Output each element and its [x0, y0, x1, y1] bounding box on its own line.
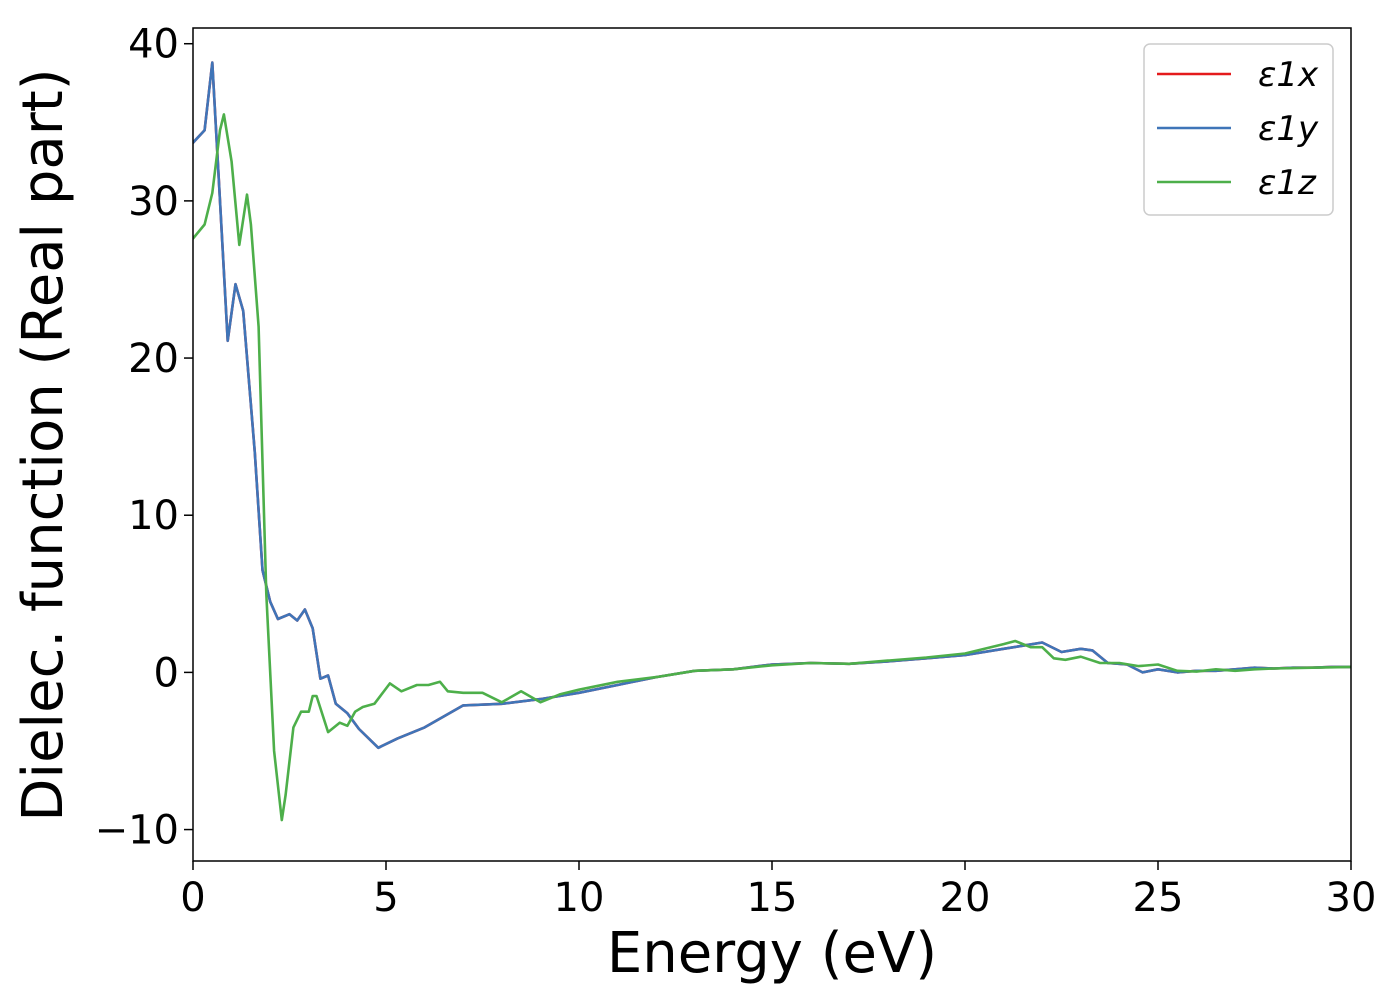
x-tick-label: 15	[747, 875, 798, 921]
x-tick-label: 20	[940, 875, 991, 921]
x-axis-ticks: 0 5 10 15 20 25 30	[180, 861, 1376, 921]
y-axis-ticks: −10 0 10 20 30 40	[95, 22, 193, 854]
x-axis-label: Energy (eV)	[607, 921, 937, 986]
x-tick-label: 0	[180, 875, 205, 921]
y-tick-label: 10	[128, 493, 179, 539]
legend-box	[1143, 43, 1334, 216]
y-tick-label: −10	[95, 808, 179, 854]
x-tick-label: 25	[1133, 875, 1184, 921]
series-line-2	[193, 113, 1351, 822]
x-tick-label: 30	[1326, 875, 1377, 921]
y-tick-label: 40	[128, 22, 179, 68]
y-tick-label: 30	[128, 179, 179, 225]
x-tick-label: 5	[373, 875, 398, 921]
x-tick-label: 10	[554, 875, 605, 921]
y-tick-label: 0	[154, 650, 179, 696]
legend-label: ε1y	[1258, 109, 1319, 149]
y-tick-label: 20	[128, 336, 179, 382]
legend: ε1x ε1y ε1z	[1143, 43, 1334, 216]
legend-label: ε1z	[1258, 163, 1317, 203]
series-layer	[193, 61, 1351, 822]
legend-label: ε1x	[1258, 55, 1319, 95]
y-axis-label: Dielec. function (Real part)	[11, 68, 76, 821]
